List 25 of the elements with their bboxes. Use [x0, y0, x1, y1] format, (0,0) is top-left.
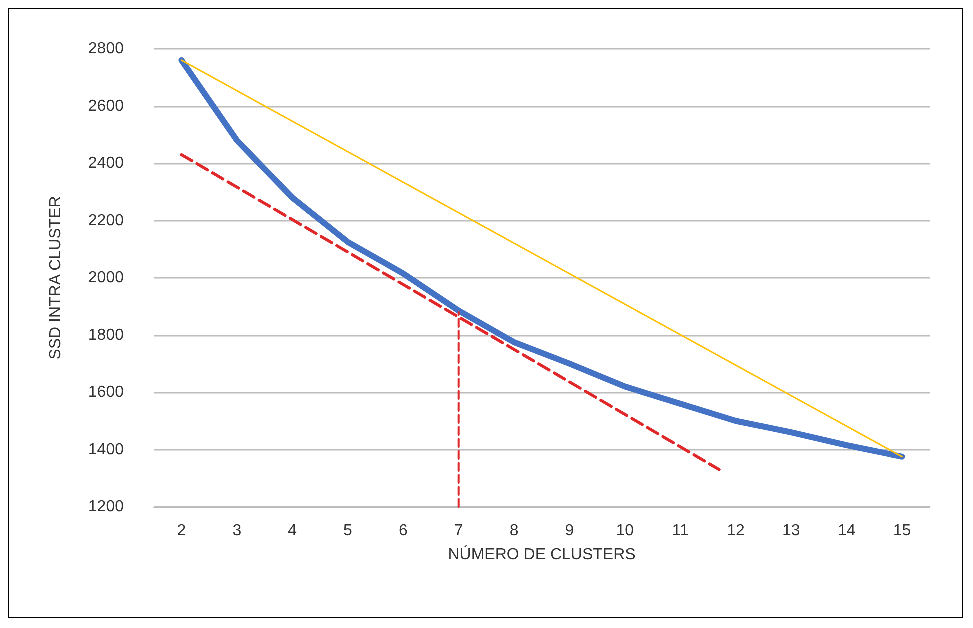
y-tick-label: 2000	[88, 270, 124, 286]
y-tick-label: 2600	[88, 98, 124, 115]
y-tick-label: 2200	[88, 212, 124, 230]
y-tick-label: 1400	[88, 441, 124, 458]
x-tick-label: 4	[288, 522, 298, 540]
x-tick-label: 6	[398, 522, 408, 540]
x-axis-title: NÚMERO DE CLUSTERS	[448, 546, 636, 564]
y-tick-label: 2800	[88, 40, 124, 58]
y-tick-label: 1800	[88, 326, 124, 344]
x-tick-label: 10	[616, 522, 634, 540]
x-tick-label: 14	[838, 522, 856, 540]
y-axis-title: SSD INTRA CLUSTER	[48, 196, 64, 360]
x-tick-label: 7	[454, 522, 464, 540]
x-tick-label: 3	[232, 522, 242, 540]
x-tick-label: 2	[177, 522, 186, 540]
y-tick-label: 2400	[88, 155, 124, 172]
x-tick-label: 9	[565, 522, 574, 540]
y-tick-label: 1200	[88, 498, 124, 516]
x-tick-label: 12	[727, 522, 745, 540]
x-tick-label: 15	[893, 522, 912, 540]
x-tick-label: 5	[344, 522, 353, 540]
x-tick-label: 8	[510, 522, 519, 540]
y-tick-label: 1600	[88, 384, 124, 401]
x-tick-label: 13	[782, 522, 800, 540]
x-tick-label: 11	[672, 522, 689, 540]
